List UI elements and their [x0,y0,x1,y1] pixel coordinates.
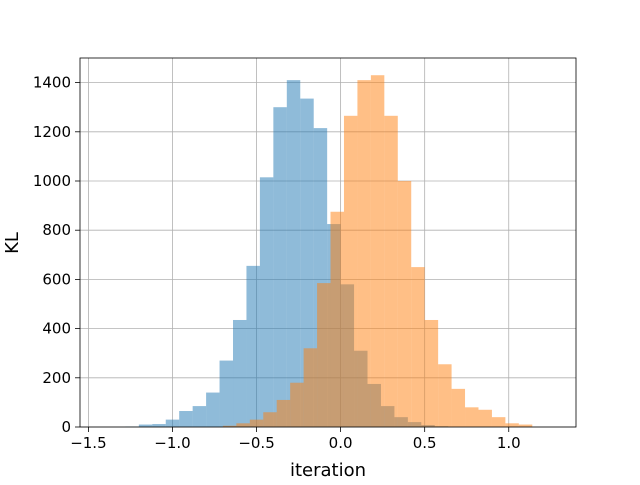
x-tick-label: −1.5 [70,434,106,452]
histogram-bar [478,410,491,427]
histogram-bar [166,420,179,427]
histogram-bar [287,80,300,427]
histogram-bar [277,400,290,427]
histogram-bar [206,393,219,427]
histogram-bar [304,348,317,427]
histogram-bar [250,420,263,427]
y-tick-label: 800 [42,221,71,239]
histogram-bar [233,320,246,427]
x-tick-label: −0.5 [238,434,274,452]
x-tick-label: 1.0 [497,434,521,452]
x-tick-label: −1.0 [154,434,190,452]
histogram-bar [492,417,505,427]
y-tick-label: 0 [61,418,71,436]
histogram-bar [193,406,206,427]
histogram-bar [152,424,165,427]
histogram-bar [452,389,465,427]
histogram-bar [438,364,451,427]
x-tick-label: 0.0 [329,434,353,452]
y-tick-label: 200 [42,369,71,387]
histogram-bar [344,116,357,427]
x-tick-label: 0.5 [413,434,437,452]
x-axis-label: iteration [290,460,366,480]
histogram-bar [505,423,518,427]
histogram-bar [425,320,438,427]
histogram-bar [263,412,276,427]
y-tick-label: 400 [42,320,71,338]
histogram-bar [246,266,259,427]
histogram-bar [273,107,286,427]
histogram-bar [290,383,303,427]
y-axis-label: KL [2,232,23,254]
histogram-bar [465,407,478,427]
histogram-bar [384,116,397,427]
y-tick-label: 1400 [33,74,71,92]
histogram-bar [357,80,370,427]
histogram-bar [220,361,233,427]
histogram-bar [398,181,411,427]
y-tick-label: 1000 [33,172,71,190]
histogram-bar [179,411,192,427]
histogram-bar [331,212,344,427]
y-tick-label: 600 [42,270,71,288]
histogram-bar [317,283,330,427]
histogram-bar [371,75,384,427]
y-tick-label: 1200 [33,123,71,141]
histogram-bar [260,177,273,427]
histogram-bar [236,423,249,427]
histogram-bar [411,267,424,427]
